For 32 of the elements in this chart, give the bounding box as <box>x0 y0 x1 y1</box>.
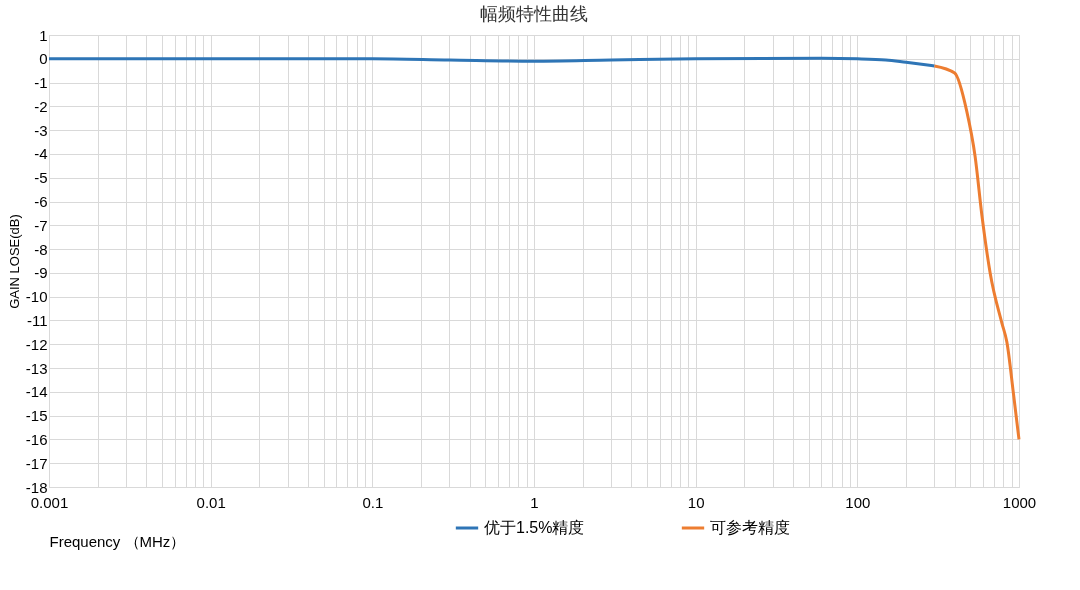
x-tick-label: 10 <box>687 493 705 511</box>
y-tick-label: -3 <box>34 121 48 139</box>
y-tick-label: -6 <box>34 193 48 211</box>
y-tick-label: -4 <box>34 145 48 163</box>
y-tick-label: -1 <box>34 74 48 92</box>
x-tick-label: 1000 <box>1002 493 1037 511</box>
x-tick-label: 0.001 <box>30 493 69 511</box>
y-tick-label: -18 <box>25 478 48 496</box>
y-tick-label: -15 <box>25 407 48 425</box>
x-axis-title: Frequency （MHz） <box>49 532 186 550</box>
y-tick-label: 1 <box>39 26 48 44</box>
y-tick-label: 0 <box>39 50 48 68</box>
legend-label: 可参考精度 <box>710 519 790 536</box>
y-tick-label: -13 <box>25 359 48 377</box>
y-axis-title: GAIN LOSE(dB) <box>6 214 22 309</box>
y-tick-label: -2 <box>34 97 48 115</box>
y-tick-label: -5 <box>34 169 48 187</box>
y-tick-label: -11 <box>26 311 48 329</box>
x-tick-label: 1 <box>530 493 539 511</box>
y-tick-label: -17 <box>25 454 48 472</box>
y-tick-label: -16 <box>25 430 48 448</box>
y-tick-label: -12 <box>25 335 48 353</box>
y-tick-label: -10 <box>25 288 48 306</box>
x-tick-label: 100 <box>845 493 871 511</box>
legend-label: 优于1.5%精度 <box>484 519 585 536</box>
y-tick-label: -14 <box>25 383 48 401</box>
y-tick-label: -7 <box>34 216 48 234</box>
y-tick-label: -9 <box>34 264 48 282</box>
x-tick-label: 0.01 <box>196 493 226 511</box>
chart-title: 幅频特性曲线 <box>480 4 588 24</box>
y-tick-label: -8 <box>34 240 48 258</box>
x-tick-label: 0.1 <box>362 493 384 511</box>
